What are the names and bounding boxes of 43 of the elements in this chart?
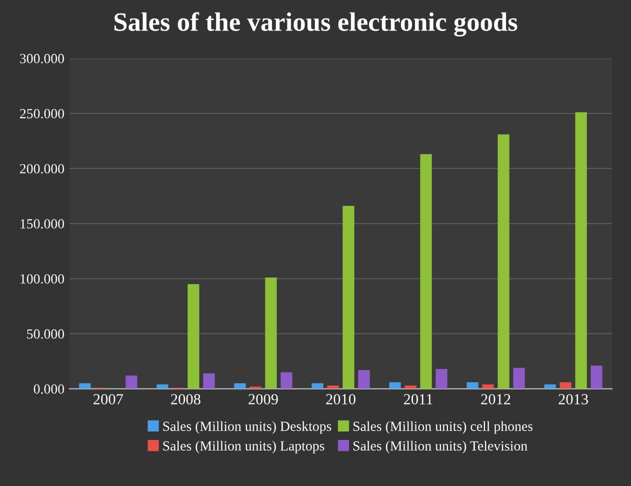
bar bbox=[590, 366, 602, 389]
bar bbox=[280, 372, 292, 389]
bar bbox=[544, 384, 556, 389]
y-tick-label: 200.000 bbox=[20, 164, 64, 174]
bar bbox=[156, 384, 168, 389]
y-tick-label: 150.000 bbox=[20, 219, 64, 229]
legend-label: Sales (Million units) Desktops bbox=[163, 421, 332, 434]
y-tick-label: 100.000 bbox=[20, 274, 64, 284]
bar bbox=[560, 382, 572, 389]
bar bbox=[436, 368, 448, 389]
bar bbox=[513, 368, 525, 389]
bar bbox=[575, 112, 587, 389]
bar bbox=[234, 383, 246, 389]
bar bbox=[327, 385, 339, 389]
bar bbox=[389, 382, 401, 389]
bar bbox=[482, 384, 494, 389]
y-tick-label: 50.000 bbox=[27, 329, 64, 339]
legend-label: Sales (Million units) Laptops bbox=[163, 440, 324, 454]
x-tick-label: 2010 bbox=[326, 394, 356, 404]
bar bbox=[126, 376, 138, 389]
x-tick-label: 2011 bbox=[404, 394, 432, 404]
chart-title: Sales of the various electronic goods bbox=[114, 12, 518, 37]
x-tick-label: 2007 bbox=[94, 394, 124, 404]
bar bbox=[420, 154, 432, 389]
x-tick-label: 2009 bbox=[248, 394, 278, 404]
bar bbox=[188, 284, 200, 389]
bar bbox=[404, 385, 416, 389]
bar bbox=[312, 383, 324, 389]
y-tick-label: 250.000 bbox=[20, 108, 64, 118]
bar bbox=[358, 370, 370, 389]
bar bbox=[265, 278, 277, 389]
bar bbox=[342, 206, 354, 389]
legend-label: Sales (Million units) Television bbox=[353, 440, 528, 454]
bar bbox=[203, 373, 215, 389]
bar bbox=[498, 134, 510, 389]
legend-label: Sales (Million units) cell phones bbox=[353, 421, 533, 434]
y-tick-label: 0.000 bbox=[34, 384, 64, 394]
bar bbox=[79, 383, 91, 389]
x-tick-label: 2008 bbox=[171, 394, 200, 404]
x-tick-label: 2013 bbox=[558, 394, 588, 404]
bar bbox=[466, 382, 478, 389]
x-tick-label: 2012 bbox=[481, 394, 510, 404]
y-tick-label: 300.000 bbox=[20, 54, 64, 64]
